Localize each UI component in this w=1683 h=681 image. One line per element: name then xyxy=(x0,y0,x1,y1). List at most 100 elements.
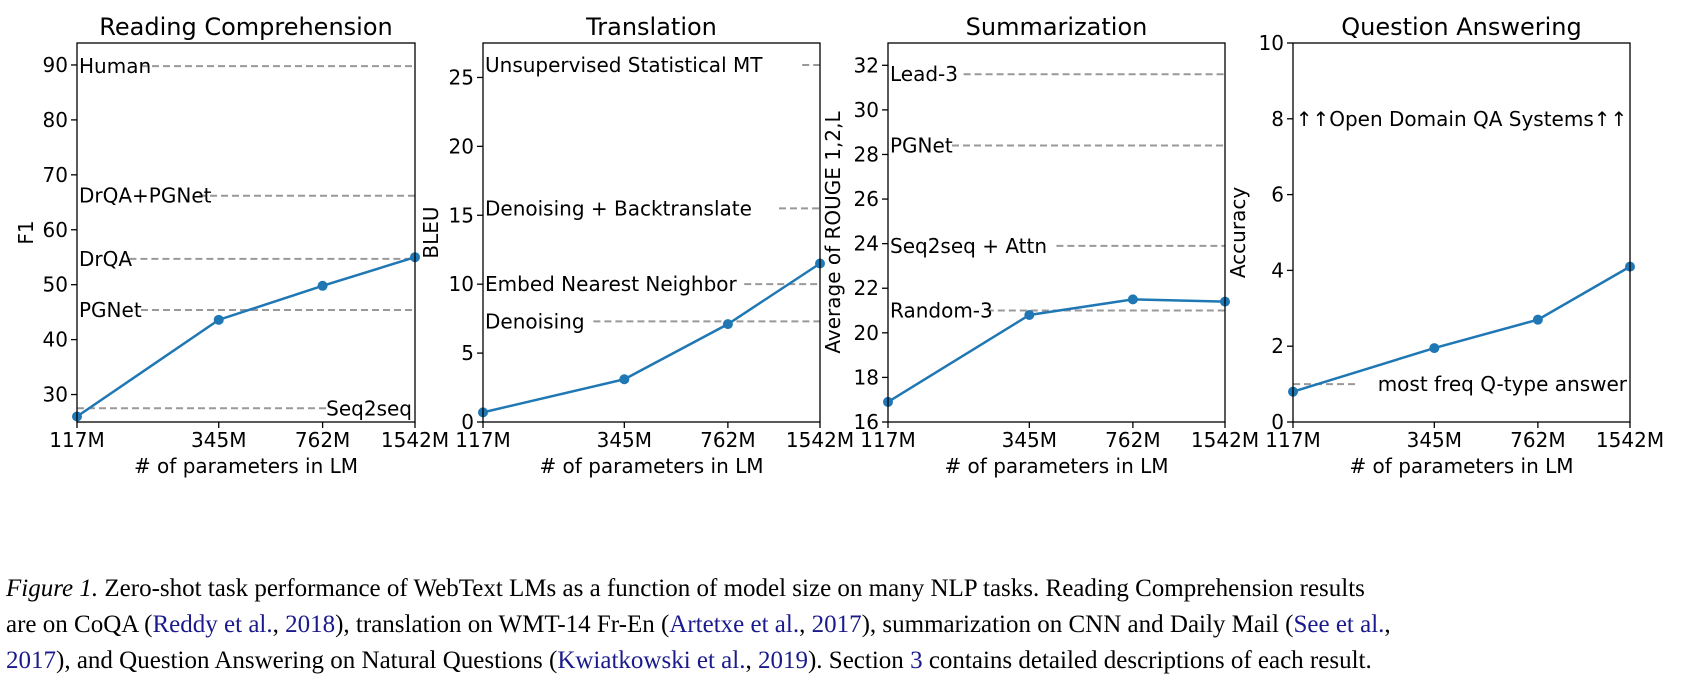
caption-citation-link[interactable]: Reddy et al. xyxy=(152,611,273,638)
annotation-label: ↑↑Open Domain QA Systems↑↑ xyxy=(1296,107,1628,131)
caption-line-3: 2017), and Question Answering on Natural… xyxy=(6,643,1676,679)
data-point xyxy=(1429,343,1440,354)
x-axis-label: # of parameters in LM xyxy=(539,454,763,478)
y-tick-label: 26 xyxy=(854,187,879,211)
x-tick-label: 762M xyxy=(295,428,350,452)
y-tick-label: 15 xyxy=(449,203,474,227)
y-tick-label: 5 xyxy=(461,341,474,365)
x-tick-label: 117M xyxy=(1265,428,1320,452)
caption-citation-link[interactable]: 2019 xyxy=(757,647,808,674)
caption-text: , xyxy=(1384,611,1391,638)
chart-title: Summarization xyxy=(966,13,1148,41)
y-axis-label: F1 xyxy=(14,220,38,244)
caption-text: , xyxy=(745,647,758,674)
caption-text: are on CoQA ( xyxy=(6,611,153,638)
y-tick-label: 16 xyxy=(854,410,879,434)
data-point xyxy=(1532,314,1543,325)
baseline-label: Unsupervised Statistical MT xyxy=(485,53,763,77)
caption-citation-link[interactable]: See et al. xyxy=(1293,611,1385,638)
y-tick-label: 20 xyxy=(449,134,474,158)
x-tick-label: 1542M xyxy=(1191,428,1259,452)
chart-panel-2: Translation Unsupervised Statistical MT De… xyxy=(419,13,854,478)
baseline-label: Seq2seq + Attn xyxy=(890,234,1047,258)
caption-citation-link[interactable]: 2017 xyxy=(6,647,56,674)
series-line xyxy=(887,298,1226,403)
y-tick-label: 18 xyxy=(854,365,879,389)
series-line xyxy=(76,256,416,418)
x-tick-label: 117M xyxy=(49,428,104,452)
x-tick-label: 1542M xyxy=(786,428,854,452)
x-tick-label: 345M xyxy=(1407,428,1462,452)
baseline-label: DrQA xyxy=(79,247,132,271)
caption-figure-label: Figure 1. xyxy=(6,575,99,602)
baseline-label: Human xyxy=(79,54,151,78)
chart-panel-4: Question Answering most freq Q-type answe… xyxy=(1226,13,1664,478)
y-tick-label: 32 xyxy=(854,53,879,77)
caption-text: ). Section xyxy=(807,647,911,674)
y-axis-label: BLEU xyxy=(419,206,443,258)
figure-caption: Figure 1. Zero-shot task performance of … xyxy=(6,571,1676,679)
y-tick-label: 70 xyxy=(43,163,68,187)
y-tick-label: 60 xyxy=(43,218,68,242)
data-point xyxy=(722,319,733,330)
chart-title: Reading Comprehension xyxy=(99,13,392,41)
data-point xyxy=(213,314,224,325)
y-tick-label: 10 xyxy=(1259,31,1284,55)
caption-text: Zero-shot task performance of WebText LM… xyxy=(98,575,1365,602)
series-line xyxy=(482,262,821,414)
baseline-label: Denoising xyxy=(485,309,585,333)
data-point xyxy=(619,374,630,385)
x-tick-label: 762M xyxy=(700,428,755,452)
y-tick-label: 2 xyxy=(1271,334,1284,358)
figure-charts: Reading Comprehension Human DrQA+PGNet DrQA… xyxy=(14,13,1664,478)
baseline-label: PGNet xyxy=(890,134,953,158)
baseline-label: Lead-3 xyxy=(890,62,958,86)
x-tick-label: 117M xyxy=(860,428,915,452)
y-tick-label: 8 xyxy=(1271,107,1284,131)
series-line xyxy=(1292,265,1631,393)
caption-text: ), and Question Answering on Natural Que… xyxy=(56,647,558,674)
data-point xyxy=(1127,294,1138,305)
chart-panel-3: Summarization Lead-3 PGNet Seq2seq + Attn Ra… xyxy=(821,13,1259,478)
data-point xyxy=(317,280,328,291)
y-tick-label: 25 xyxy=(449,65,474,89)
x-tick-label: 345M xyxy=(191,428,246,452)
y-tick-label: 0 xyxy=(1271,410,1284,434)
chart-title: Question Answering xyxy=(1341,13,1581,41)
baseline-label: Random-3 xyxy=(890,299,993,323)
x-axis-label: # of parameters in LM xyxy=(134,454,358,478)
baseline-label: Embed Nearest Neighbor xyxy=(485,272,738,296)
baseline-label: most freq Q-type answer xyxy=(1378,372,1628,396)
y-tick-label: 10 xyxy=(449,272,474,296)
x-tick-label: 345M xyxy=(1002,428,1057,452)
baseline-label: Seq2seq xyxy=(326,396,412,420)
plot-frame xyxy=(482,42,821,423)
chart-panel-1: Reading Comprehension Human DrQA+PGNet DrQA… xyxy=(14,13,449,478)
x-axis-label: # of parameters in LM xyxy=(1349,454,1573,478)
caption-text: , xyxy=(799,611,812,638)
caption-citation-link[interactable]: 2017 xyxy=(811,611,862,638)
chart-title: Translation xyxy=(585,13,717,41)
caption-line-2: are on CoQA (Reddy et al., 2018), transl… xyxy=(6,607,1676,643)
x-tick-label: 762M xyxy=(1105,428,1160,452)
y-axis-label: Average of ROUGE 1,2,L xyxy=(821,111,845,354)
y-tick-label: 30 xyxy=(854,98,879,122)
y-tick-label: 90 xyxy=(43,53,68,77)
caption-citation-link[interactable]: Artetxe et al. xyxy=(669,611,800,638)
x-tick-label: 762M xyxy=(1510,428,1565,452)
x-axis-label: # of parameters in LM xyxy=(944,454,1168,478)
caption-citation-link[interactable]: 3 xyxy=(910,647,923,674)
baseline-label: Denoising + Backtranslate xyxy=(485,196,752,220)
x-tick-label: 1542M xyxy=(381,428,449,452)
y-tick-label: 40 xyxy=(43,328,68,352)
baseline-label: PGNet xyxy=(79,298,142,322)
plot-frame xyxy=(887,42,1226,423)
caption-citation-link[interactable]: Kwiatkowski et al. xyxy=(557,647,746,674)
caption-text: ), summarization on CNN and Daily Mail ( xyxy=(861,611,1294,638)
caption-citation-link[interactable]: 2018 xyxy=(285,611,336,638)
plot-frame xyxy=(76,42,416,423)
caption-text: contains detailed descriptions of each r… xyxy=(922,647,1372,674)
y-tick-label: 28 xyxy=(854,142,879,166)
y-tick-label: 80 xyxy=(43,108,68,132)
y-tick-label: 50 xyxy=(43,273,68,297)
